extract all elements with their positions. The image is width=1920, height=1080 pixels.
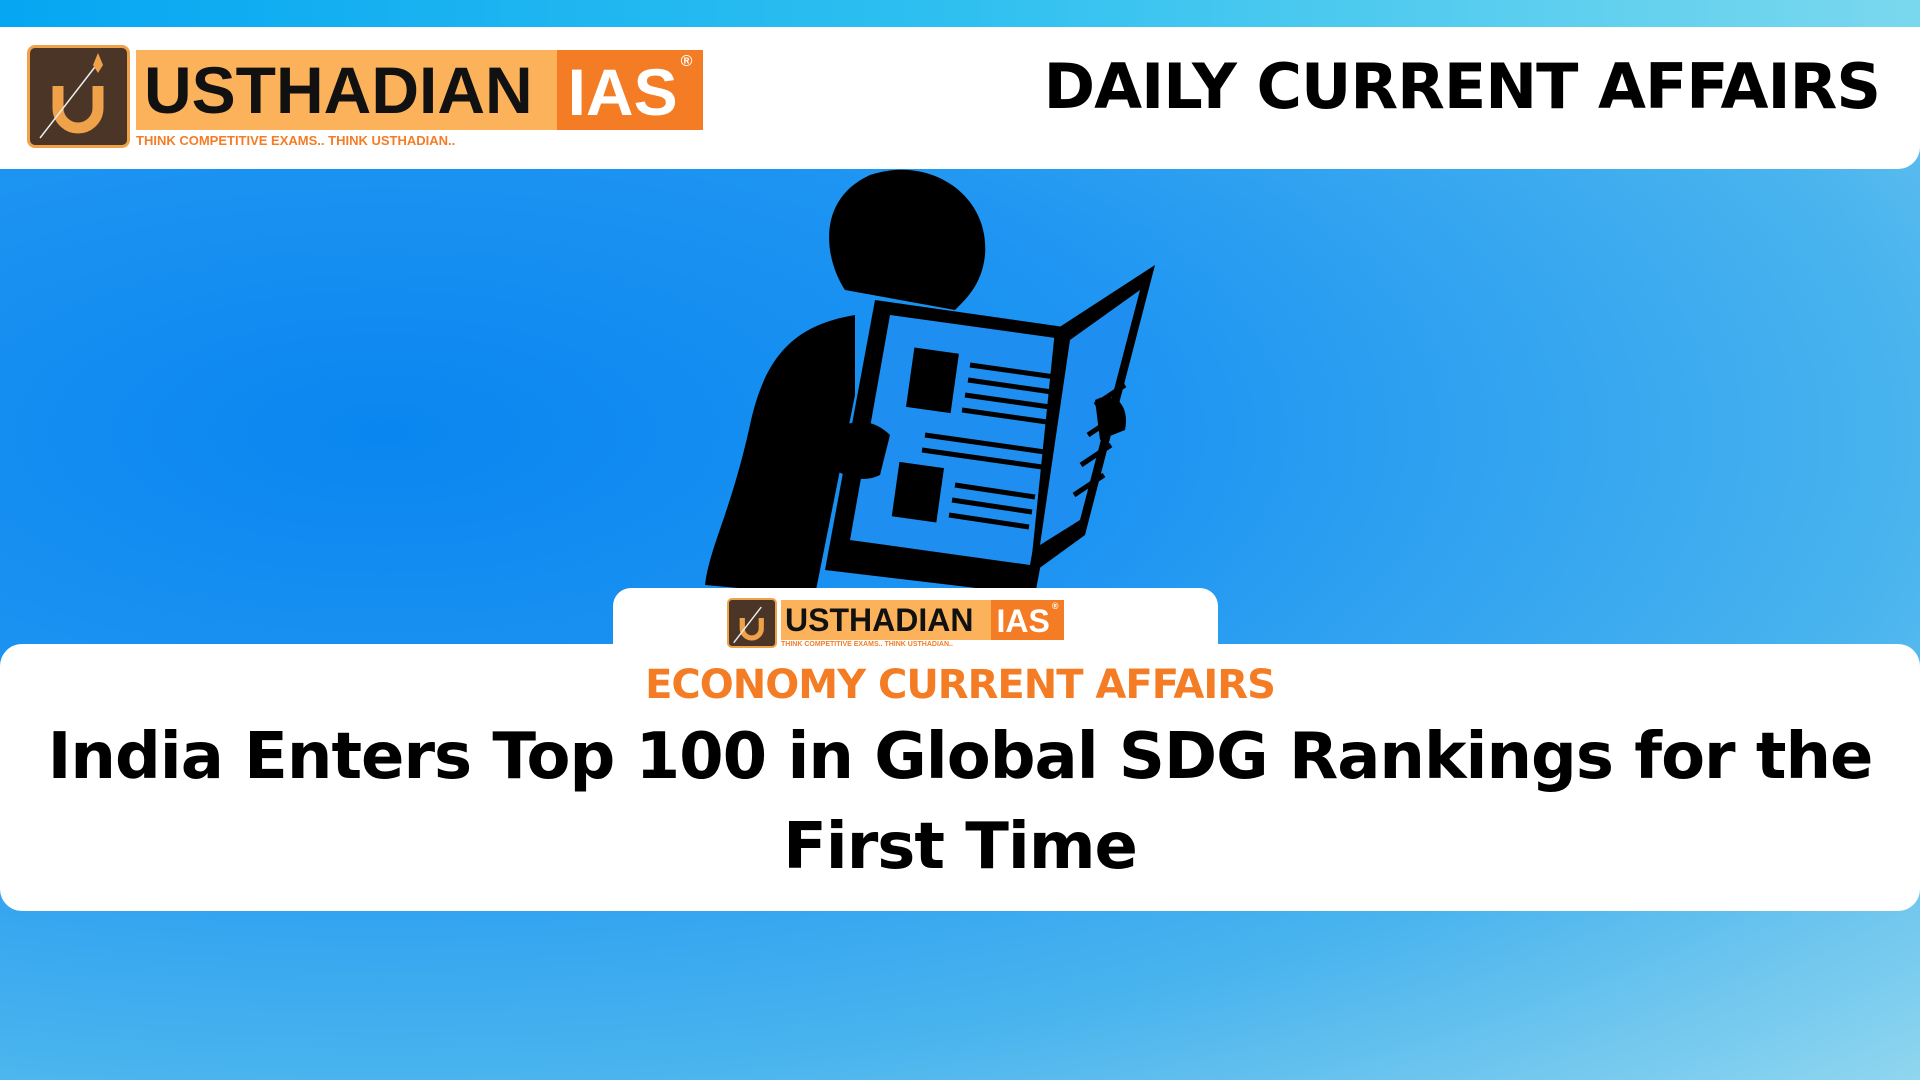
page-heading: DAILY CURRENT AFFAIRS <box>1043 50 1881 123</box>
article-title: India Enters Top 100 in Global SDG Ranki… <box>47 720 1874 884</box>
registered-mark: ® <box>1051 601 1059 611</box>
brand-name: USTHADIAN <box>781 600 991 640</box>
logo-u-pen-icon <box>27 45 130 148</box>
article-banner <box>0 644 1920 911</box>
brand-tagline: THINK COMPETITIVE EXAMS.. THINK USTHADIA… <box>781 641 953 648</box>
top-gradient-band <box>0 0 1920 27</box>
brand-name: USTHADIAN <box>136 50 557 130</box>
registered-mark: ® <box>680 53 693 70</box>
person-reading-newspaper-icon <box>705 169 1155 595</box>
brand-suffix-text: IAS <box>996 602 1050 639</box>
brand-suffix: IAS ® <box>557 50 703 130</box>
brand-tagline: THINK COMPETITIVE EXAMS.. THINK USTHADIA… <box>136 133 456 148</box>
logo-u-pen-icon <box>727 598 777 648</box>
banner-brand-logo: USTHADIAN IAS ® THINK COMPETITIVE EXAMS..… <box>727 598 1064 648</box>
article-category: ECONOMY CURRENT AFFAIRS <box>645 662 1276 708</box>
brand-suffix-text: IAS <box>567 55 678 129</box>
brand-suffix: IAS ® <box>991 600 1064 640</box>
brand-logo: USTHADIAN IAS ® THINK COMPETITIVE EXAMS..… <box>27 45 703 148</box>
